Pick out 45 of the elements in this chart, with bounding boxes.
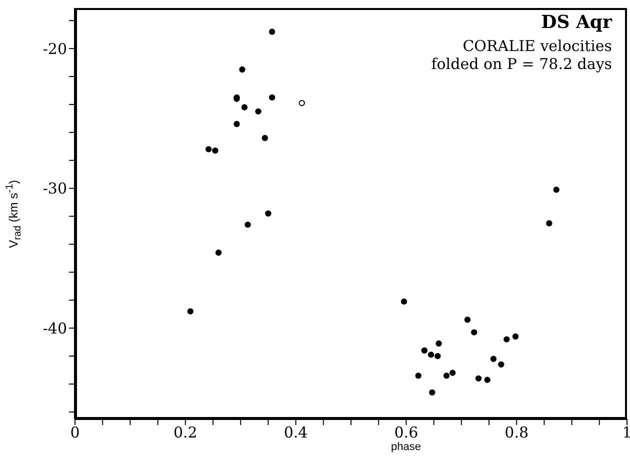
point — [475, 375, 482, 382]
point — [470, 329, 478, 336]
y-tick-label: -20 — [42, 40, 67, 58]
point — [546, 220, 552, 226]
point — [443, 372, 450, 379]
point — [498, 361, 504, 368]
point — [255, 108, 262, 115]
x-tick-label: 0.6 — [394, 424, 418, 442]
point — [436, 340, 442, 347]
text: CORALIE velocities folded on P = 78.2 days — [431, 37, 612, 73]
point — [241, 104, 248, 110]
point — [239, 66, 246, 73]
point — [428, 352, 434, 358]
point — [298, 100, 305, 106]
point — [268, 94, 276, 101]
point — [187, 308, 194, 314]
point — [212, 147, 218, 154]
point — [504, 336, 510, 342]
point — [215, 250, 222, 256]
x-tick-label: 0 — [70, 424, 80, 442]
point — [553, 186, 560, 193]
point — [234, 120, 240, 128]
point — [415, 372, 422, 379]
chart-title: DS Aqr — [540, 12, 612, 33]
point — [262, 134, 268, 142]
x-axis-title: phase — [391, 441, 421, 453]
x-tick-label: 0.4 — [284, 424, 308, 442]
y-tick-label: -40 — [42, 319, 67, 338]
point — [244, 222, 251, 228]
point — [464, 316, 471, 323]
y-tick-label: -30 — [42, 180, 67, 198]
x-tick-label: 0.8 — [504, 424, 529, 442]
point — [490, 356, 497, 362]
x-tick-label: 1 — [622, 424, 630, 442]
point — [429, 389, 436, 396]
point — [421, 347, 428, 354]
point — [268, 28, 276, 35]
point — [449, 370, 456, 376]
point — [400, 298, 408, 305]
x-tick-label: 0.2 — [173, 424, 198, 442]
point — [512, 333, 519, 340]
point — [265, 210, 272, 217]
point — [205, 146, 212, 152]
point — [484, 376, 490, 383]
point — [434, 352, 441, 360]
